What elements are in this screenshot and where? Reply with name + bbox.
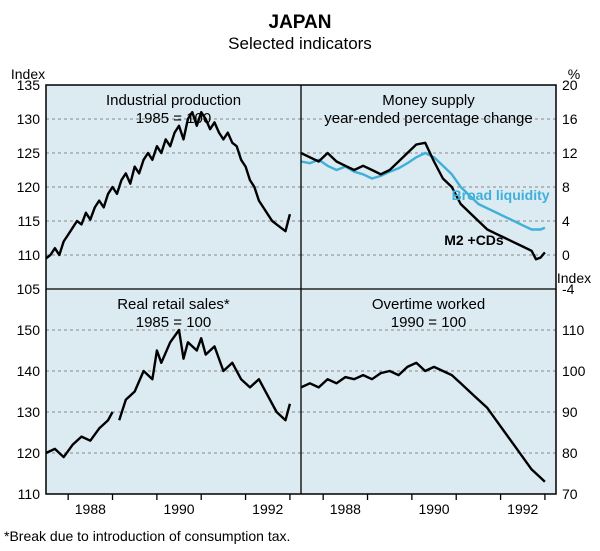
svg-text:1990 = 100: 1990 = 100	[391, 314, 467, 331]
svg-text:1992: 1992	[507, 501, 538, 517]
svg-text:130: 130	[17, 404, 41, 420]
svg-text:120: 120	[17, 179, 41, 195]
svg-text:80: 80	[562, 445, 578, 461]
svg-text:Overtime worked: Overtime worked	[372, 296, 485, 313]
svg-text:110: 110	[18, 247, 41, 263]
svg-text:130: 130	[17, 111, 41, 127]
svg-text:1990: 1990	[163, 501, 194, 517]
svg-text:120: 120	[17, 445, 41, 461]
svg-text:125: 125	[17, 145, 41, 161]
svg-text:%: %	[568, 66, 580, 82]
svg-text:Index: Index	[557, 270, 591, 286]
svg-text:1990: 1990	[418, 501, 449, 517]
svg-text:Money supply: Money supply	[382, 92, 475, 109]
svg-text:0: 0	[562, 247, 570, 263]
svg-text:16: 16	[562, 111, 578, 127]
svg-text:Real retail sales*: Real retail sales*	[117, 296, 230, 313]
svg-text:140: 140	[17, 363, 41, 379]
svg-text:8: 8	[562, 179, 570, 195]
svg-text:year-ended percentage change: year-ended percentage change	[324, 110, 533, 127]
svg-text:90: 90	[562, 404, 578, 420]
chart-svg: 105110115120125130135IndexIndustrial pro…	[0, 0, 600, 551]
chart-container: JAPAN Selected indicators 10511011512012…	[0, 0, 600, 551]
svg-text:Industrial production: Industrial production	[106, 92, 241, 109]
svg-text:1988: 1988	[330, 501, 361, 517]
svg-text:12: 12	[562, 145, 578, 161]
svg-text:115: 115	[18, 213, 41, 229]
svg-text:70: 70	[562, 486, 578, 502]
svg-text:Index: Index	[11, 66, 45, 82]
svg-text:110: 110	[562, 322, 585, 338]
svg-text:1992: 1992	[252, 501, 283, 517]
svg-text:110: 110	[18, 486, 41, 502]
svg-text:1988: 1988	[75, 501, 106, 517]
chart-footnote: *Break due to introduction of consumptio…	[4, 528, 290, 544]
svg-text:1985 = 100: 1985 = 100	[136, 314, 212, 331]
svg-text:Broad liquidity: Broad liquidity	[452, 187, 550, 203]
svg-text:150: 150	[17, 322, 41, 338]
svg-text:100: 100	[562, 363, 586, 379]
svg-text:105: 105	[17, 281, 41, 297]
svg-text:4: 4	[562, 213, 570, 229]
svg-text:M2 +CDs: M2 +CDs	[444, 232, 504, 248]
